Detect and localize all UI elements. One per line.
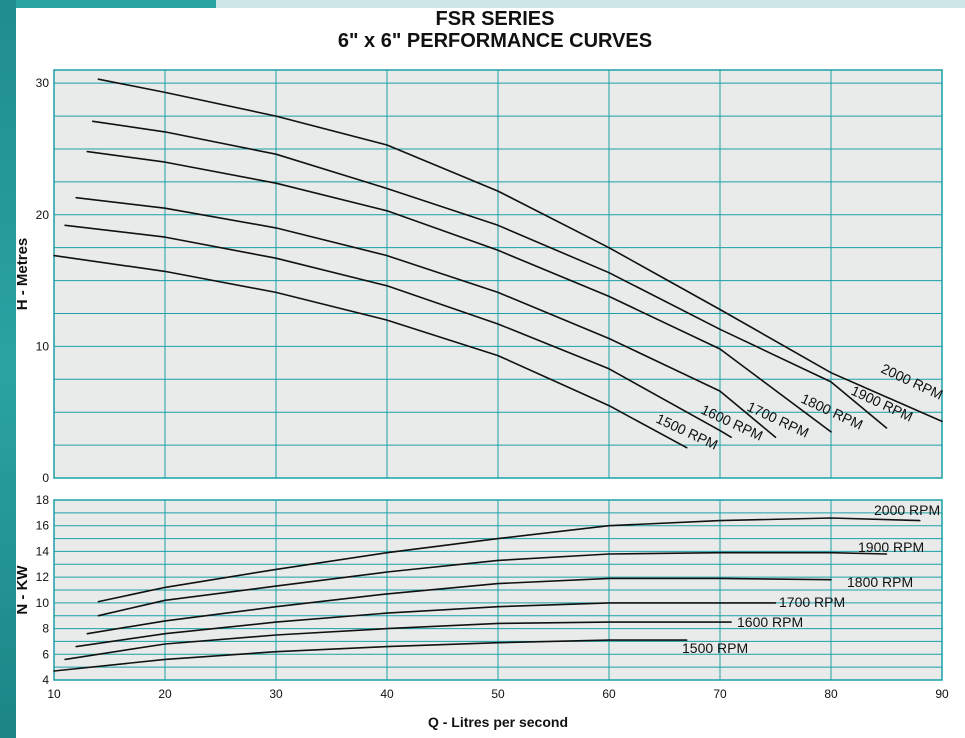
y-tick-label: 16: [36, 519, 50, 533]
y-tick-label: 30: [36, 76, 50, 90]
x-tick-label: 70: [713, 687, 727, 701]
top-decor-band: [16, 0, 216, 8]
curve-1600-rpm: [64, 224, 732, 438]
y-tick-label: 10: [36, 596, 50, 610]
y-tick-label: 10: [36, 339, 50, 353]
x-tick-label: 30: [269, 687, 283, 701]
curve-1800-rpm: [86, 577, 832, 635]
curve-1600-rpm: [64, 621, 732, 661]
x-tick-label: 50: [491, 687, 505, 701]
curve-1700-rpm: [75, 602, 777, 648]
x-tick-label: 80: [824, 687, 838, 701]
y-tick-label: 0: [42, 471, 49, 485]
y-axis-label: H - Metres: [14, 238, 31, 311]
y-tick-label: 8: [42, 622, 49, 636]
chart-title: FSR SERIES 6" x 6" PERFORMANCE CURVES: [0, 8, 965, 52]
x-axis-label: Q - Litres per second: [428, 714, 568, 730]
series-label: 2000 RPM: [874, 502, 940, 518]
title-line-1: FSR SERIES: [435, 8, 555, 30]
x-tick-label: 10: [47, 687, 61, 701]
series-label: 1800 RPM: [847, 574, 913, 590]
x-tick-label: 60: [602, 687, 616, 701]
curve-1800-rpm: [86, 150, 832, 433]
series-label: 1700 RPM: [779, 594, 845, 610]
curve-1900-rpm: [97, 551, 888, 617]
x-tick-label: 90: [935, 687, 949, 701]
y-tick-label: 6: [42, 647, 49, 661]
x-tick-label: 20: [158, 687, 172, 701]
y-tick-label: 18: [36, 493, 50, 507]
curve-2000-rpm: [97, 78, 943, 423]
y-tick-label: 20: [36, 208, 50, 222]
series-label: 1600 RPM: [737, 614, 803, 630]
y-tick-label: 4: [42, 673, 49, 687]
curve-1500-rpm: [53, 639, 688, 672]
curve-2000-rpm: [97, 517, 921, 603]
curve-1700-rpm: [75, 196, 777, 438]
x-tick-label: 40: [380, 687, 394, 701]
y-axis-label: N - KW: [14, 565, 31, 615]
series-label: 1900 RPM: [858, 539, 924, 555]
y-tick-label: 12: [36, 570, 50, 584]
left-decor-band: [0, 0, 16, 738]
curve-1500-rpm: [53, 254, 688, 449]
top-decor-band-light: [216, 0, 965, 8]
series-label: 1500 RPM: [682, 640, 748, 656]
title-line-2: 6" x 6" PERFORMANCE CURVES: [337, 30, 653, 52]
y-tick-label: 14: [36, 544, 50, 558]
curve-1900-rpm: [92, 120, 888, 429]
